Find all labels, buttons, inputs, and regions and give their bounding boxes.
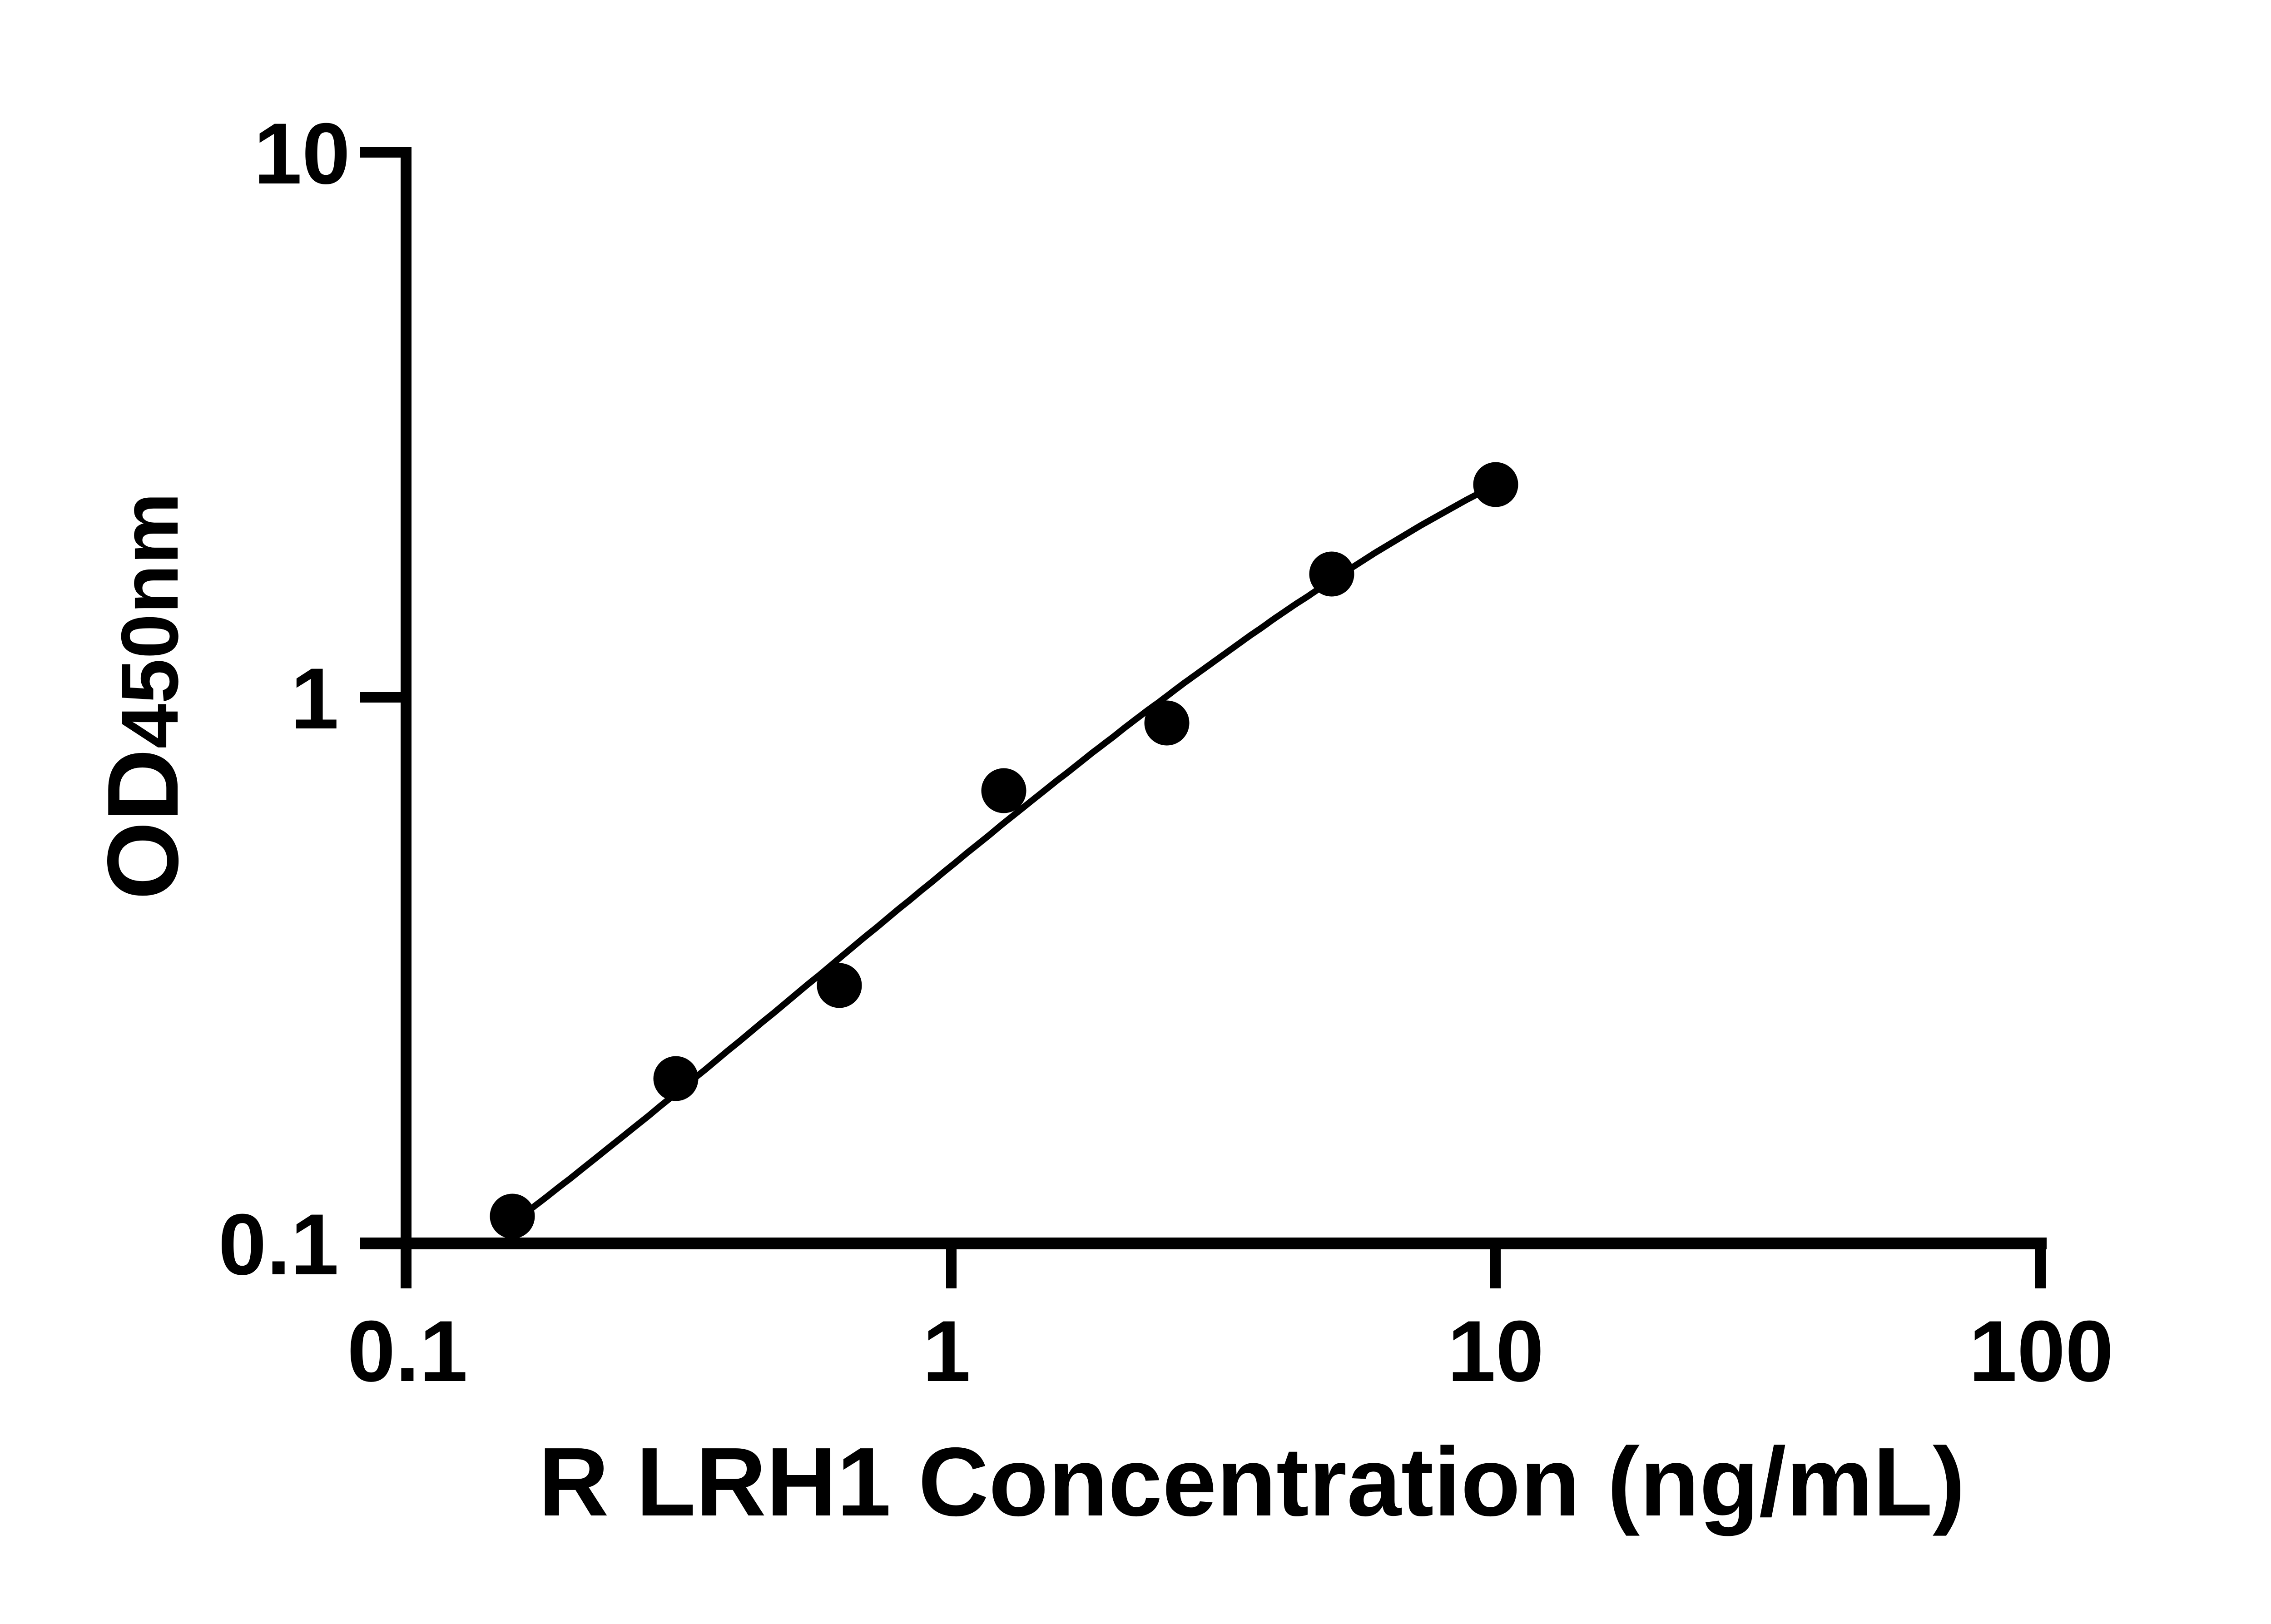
- svg-text:10: 10: [254, 105, 350, 202]
- svg-text:0.1: 0.1: [218, 1196, 339, 1293]
- svg-text:1: 1: [291, 650, 339, 747]
- svg-text:OD450nm: OD450nm: [87, 493, 199, 900]
- svg-text:100: 100: [1969, 1303, 2114, 1400]
- svg-text:R LRH1 Concentration (ng/mL): R LRH1 Concentration (ng/mL): [538, 1427, 1965, 1536]
- svg-text:10: 10: [1448, 1303, 1544, 1400]
- svg-text:0.1: 0.1: [347, 1303, 468, 1400]
- svg-text:1: 1: [922, 1303, 971, 1400]
